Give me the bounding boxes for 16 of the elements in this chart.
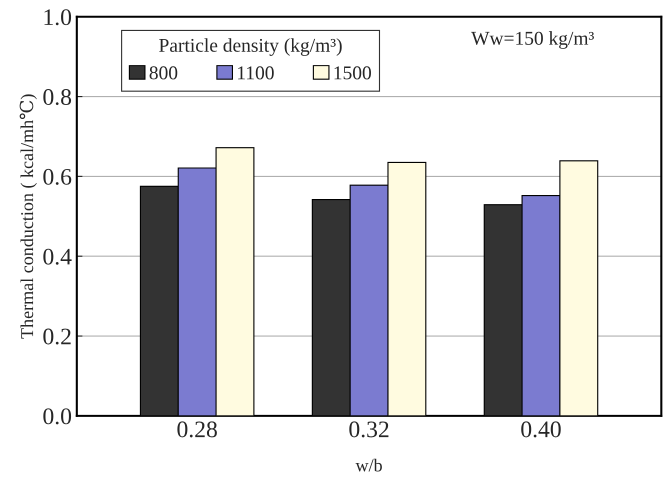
- legend-label: 1500: [334, 66, 371, 80]
- y-tick-label: 0.4: [43, 248, 72, 265]
- x-axis-title: w/b: [356, 458, 382, 472]
- y-tick-label: 0.0: [43, 408, 72, 424]
- legend-label: 1100: [238, 66, 274, 80]
- y-tick-label: 0.8: [43, 89, 72, 106]
- x-tick-label: 0.40: [521, 421, 561, 438]
- y-tick-label: 1.0: [44, 9, 72, 26]
- y-axis-title: Thermal conduction ( kcal/mh℃): [20, 94, 37, 339]
- x-tick-label: 0.32: [349, 421, 388, 438]
- y-tick-label: 0.2: [43, 328, 71, 345]
- y-tick-label: 0.6: [43, 168, 72, 185]
- legend-title: Particle density (kg/m³): [159, 38, 342, 56]
- legend-label: 800: [150, 66, 178, 80]
- x-tick-label: 0.28: [177, 421, 217, 438]
- annotation: Ww=150 kg/m³: [471, 31, 594, 49]
